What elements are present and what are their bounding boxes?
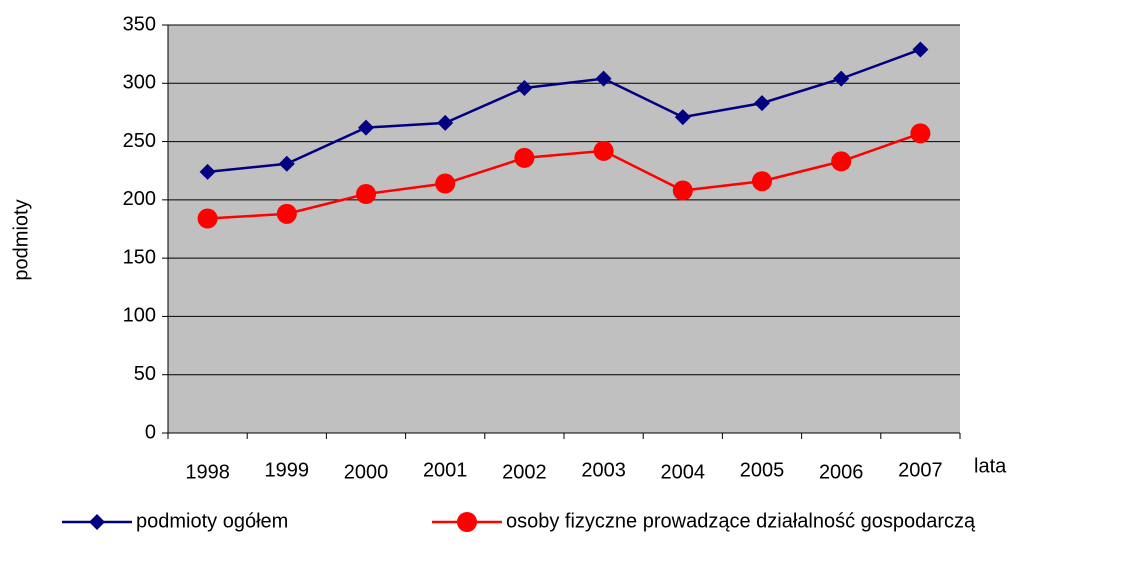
y-tick-label: 250 xyxy=(123,130,156,152)
y-axis-label: podmioty xyxy=(10,199,32,280)
y-tick-label: 200 xyxy=(123,188,156,210)
x-tick-label: 1999 xyxy=(265,459,310,481)
marker xyxy=(912,41,929,58)
marker xyxy=(833,70,850,87)
x-tick-label: 2000 xyxy=(344,461,389,483)
x-tick-label: 2005 xyxy=(740,459,785,481)
marker xyxy=(197,208,218,229)
marker xyxy=(437,114,454,131)
legend-label: podmioty ogółem xyxy=(136,510,288,532)
marker xyxy=(278,155,295,172)
marker xyxy=(435,173,456,194)
x-tick-label: 2001 xyxy=(423,459,468,481)
marker xyxy=(672,180,693,201)
y-tick-label: 100 xyxy=(123,305,156,327)
y-tick-label: 350 xyxy=(123,13,156,35)
x-tick-label: 2007 xyxy=(898,459,943,481)
marker xyxy=(595,70,612,87)
marker xyxy=(752,171,772,192)
x-axis-label: lata xyxy=(974,455,1007,477)
y-tick-label: 0 xyxy=(145,421,156,443)
marker xyxy=(356,184,376,205)
marker xyxy=(831,151,852,172)
marker xyxy=(89,514,105,530)
marker xyxy=(457,512,477,532)
y-tick-label: 300 xyxy=(123,72,156,94)
x-tick-label: 2006 xyxy=(819,461,864,483)
marker xyxy=(910,123,931,144)
x-tick-label: 1998 xyxy=(185,461,230,483)
x-tick-label: 2002 xyxy=(502,461,547,483)
legend-label: osoby fizyczne prowadzące działalność go… xyxy=(506,510,976,532)
marker xyxy=(754,95,770,112)
y-tick-label: 50 xyxy=(134,363,156,385)
marker xyxy=(199,163,216,180)
marker xyxy=(516,79,533,96)
x-tick-label: 2004 xyxy=(661,461,706,483)
marker xyxy=(674,109,691,126)
marker xyxy=(276,203,297,224)
series-line xyxy=(207,48,921,174)
series-line xyxy=(207,132,921,220)
marker xyxy=(593,140,614,161)
plot-area xyxy=(168,25,960,433)
marker xyxy=(358,119,374,136)
marker xyxy=(514,147,535,168)
y-tick-label: 150 xyxy=(123,246,156,268)
x-tick-label: 2003 xyxy=(581,459,626,481)
